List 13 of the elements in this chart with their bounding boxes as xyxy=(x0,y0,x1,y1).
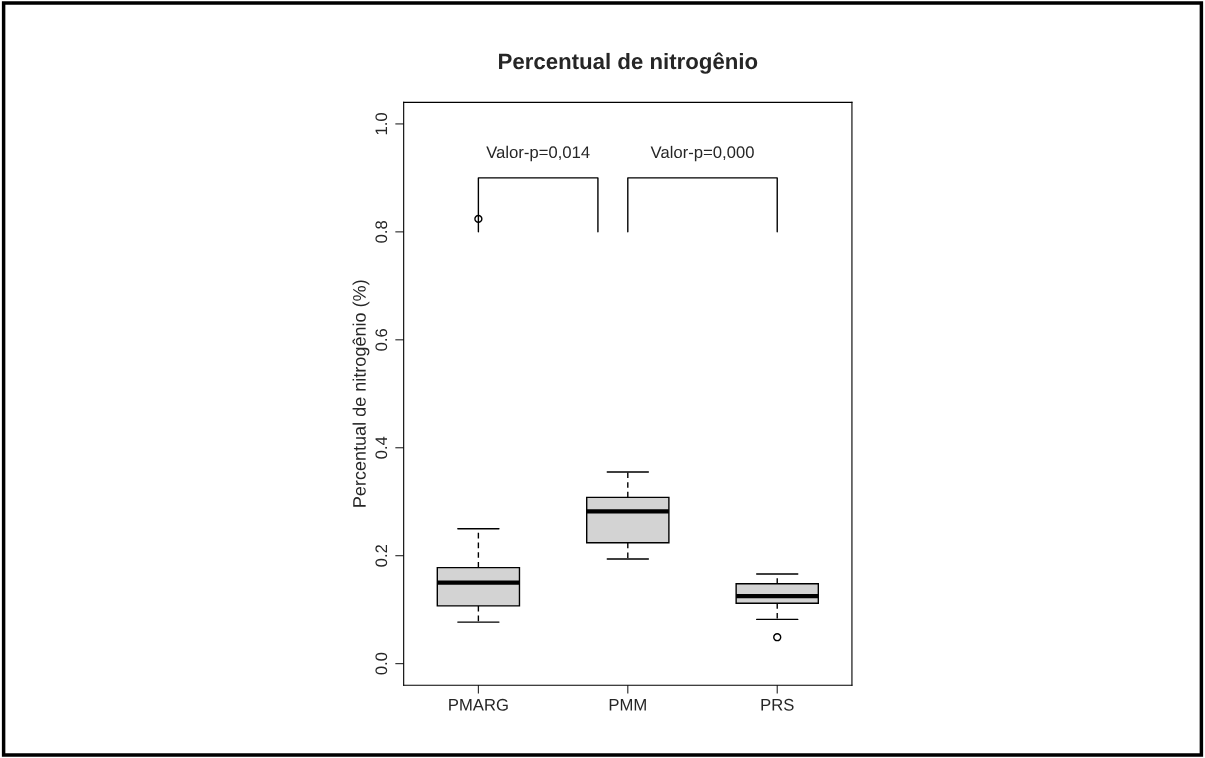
y-tick-label: 0.0 xyxy=(375,652,388,675)
x-tick-label: PMARG xyxy=(449,698,508,711)
y-tick-label: 1.0 xyxy=(375,112,388,135)
annotation: Valor-p=0,014 xyxy=(486,145,590,162)
chart-title: Percentual de nitrogênio xyxy=(499,52,758,74)
y-tick-label: 0.2 xyxy=(375,544,388,567)
x-tick-label: PRS xyxy=(761,698,794,711)
y-tick-label: 0.8 xyxy=(375,221,388,243)
annotation: Valor-p=0,000 xyxy=(650,145,754,162)
y-axis-title: Percentual de nitrogênio (%) xyxy=(352,280,370,507)
y-tick-label: 0.6 xyxy=(375,328,388,351)
y-tick-label: 0.4 xyxy=(375,436,388,459)
x-tick-label: PMM xyxy=(609,699,646,711)
